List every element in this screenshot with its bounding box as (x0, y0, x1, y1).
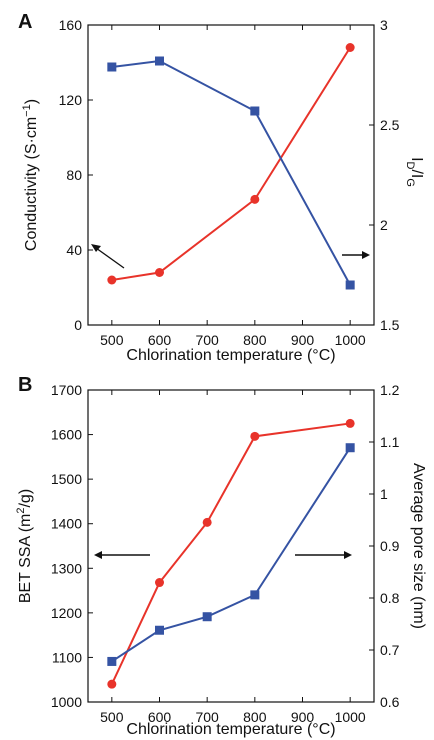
panel-b-ticks: 500 600 700 800 900 1000 1000 1100 1200 1300 1400 1… (51, 382, 400, 725)
panel-b-red-series-point (250, 431, 260, 441)
panel-b-red-series-point (155, 578, 164, 588)
panel-b: B 500 600 700 800 900 1000 1000 1100 1200 1300 140… (15, 374, 427, 738)
panel-b-x-tick-label: 900 (291, 709, 315, 725)
panel-a-label: A (18, 11, 32, 33)
panel-a-right-y-tick-label: 2 (380, 217, 388, 233)
panel-b-x-tick-label: 1000 (335, 709, 366, 725)
panel-a-right-y-tick-label: 2.5 (380, 117, 400, 133)
panel-a-blue-series-line (111, 59, 352, 286)
panel-a-x-tick-label: 500 (100, 332, 124, 348)
panel-b-right-y-tick-label: 0.8 (380, 590, 400, 606)
panel-a-x-tick-label: 1000 (335, 332, 366, 348)
panel-a-blue-series-point (155, 56, 164, 66)
panel-b-right-y-tick-label: 1.2 (380, 382, 400, 398)
panel-b-x-tick-label: 500 (100, 709, 124, 725)
panel-b-right-y-tick-label: 1.1 (380, 434, 400, 450)
panel-a-x-tick-label: 900 (291, 332, 315, 348)
panel-a-series (107, 43, 355, 290)
panel-b-left-arrow (94, 551, 150, 559)
panel-a-left-y-tick-label: 80 (66, 167, 82, 183)
panel-a-left-y-tick-label: 160 (59, 17, 83, 33)
panel-a-blue-series-point (345, 280, 355, 290)
panel-b-left-y-tick-label: 1300 (51, 560, 82, 576)
panel-a: A 500 600 700 800 900 1000 0 40 80 120 160 1.5 2 2.5 3… (18, 11, 425, 364)
panel-b-left-y-axis-label: BET SSA (m2/g) (15, 489, 34, 603)
panel-b-right-y-tick-label: 1 (380, 486, 388, 502)
panel-a-blue-series-point (250, 106, 260, 116)
panel-a-right-y-tick-label: 3 (380, 17, 388, 33)
panel-b-x-axis-label: Chlorination temperature (°C) (126, 721, 335, 738)
panel-b-left-y-tick-label: 1400 (51, 516, 82, 532)
panel-a-left-arrow (91, 244, 125, 269)
panel-b-right-y-tick-label: 0.6 (380, 694, 400, 710)
panel-b-series (107, 418, 355, 689)
panel-a-plot-frame (87, 24, 375, 326)
panel-a-red-series-point (250, 194, 260, 204)
panel-a-right-y-tick-label: 1.5 (380, 317, 400, 333)
panel-b-right-y-tick-label: 0.9 (380, 538, 400, 554)
panel-b-left-y-tick-label: 1200 (51, 605, 82, 621)
panel-a-x-tick-label: 800 (243, 332, 267, 348)
panel-b-right-y-tick-label: 0.7 (380, 642, 400, 658)
panel-b-blue-series-point (107, 656, 117, 666)
panel-b-left-y-tick-label: 1100 (52, 649, 82, 665)
panel-b-left-y-tick-label: 1700 (51, 382, 82, 398)
panel-b-left-y-tick-label: 1500 (51, 471, 82, 487)
panel-a-red-series-point (155, 268, 164, 277)
panel-a-left-y-tick-label: 0 (74, 317, 82, 333)
panel-a-left-y-axis-label: Conductivity (S·cm−1) (21, 99, 40, 251)
panel-b-blue-series-point (345, 443, 355, 453)
panel-a-x-tick-label: 600 (148, 332, 172, 348)
panel-a-red-series-point (107, 275, 117, 285)
panel-a-x-tick-label: 700 (195, 332, 219, 348)
panel-a-red-series-line (111, 46, 352, 281)
panel-a-red-series-point (345, 43, 355, 52)
panel-b-blue-series-point (202, 612, 212, 622)
panel-b-x-tick-label: 700 (195, 709, 219, 725)
panel-a-left-y-tick-label: 120 (59, 92, 83, 108)
panel-b-red-series-point (202, 517, 212, 527)
panel-b-left-y-tick-label: 1600 (51, 427, 82, 443)
panel-a-right-y-axis-label: ID/IG (404, 157, 425, 187)
panel-b-red-series-line (110, 422, 351, 685)
panel-a-ticks: 500 600 700 800 900 1000 0 40 80 120 160 1.5 2 2.5 3 (59, 17, 400, 348)
panel-b-right-y-axis-label: Average pore size (nm) (410, 463, 427, 629)
panel-a-right-arrow (342, 251, 370, 259)
panel-b-plot-frame (87, 389, 375, 703)
panel-a-left-y-tick-label: 40 (66, 242, 82, 258)
panel-b-x-tick-label: 800 (243, 709, 267, 725)
panel-b-label: B (18, 374, 32, 396)
panel-b-x-tick-label: 600 (148, 709, 172, 725)
panel-b-blue-series-point (155, 625, 164, 635)
panel-a-x-axis-label: Chlorination temperature (°C) (126, 347, 335, 364)
panel-b-left-y-tick-label: 1000 (51, 694, 82, 710)
panel-a-blue-series-point (107, 62, 117, 72)
panel-b-right-arrow (295, 551, 352, 559)
panel-b-red-series-point (345, 418, 355, 428)
panel-b-blue-series-point (250, 590, 260, 600)
panel-b-red-series-point (107, 679, 117, 689)
